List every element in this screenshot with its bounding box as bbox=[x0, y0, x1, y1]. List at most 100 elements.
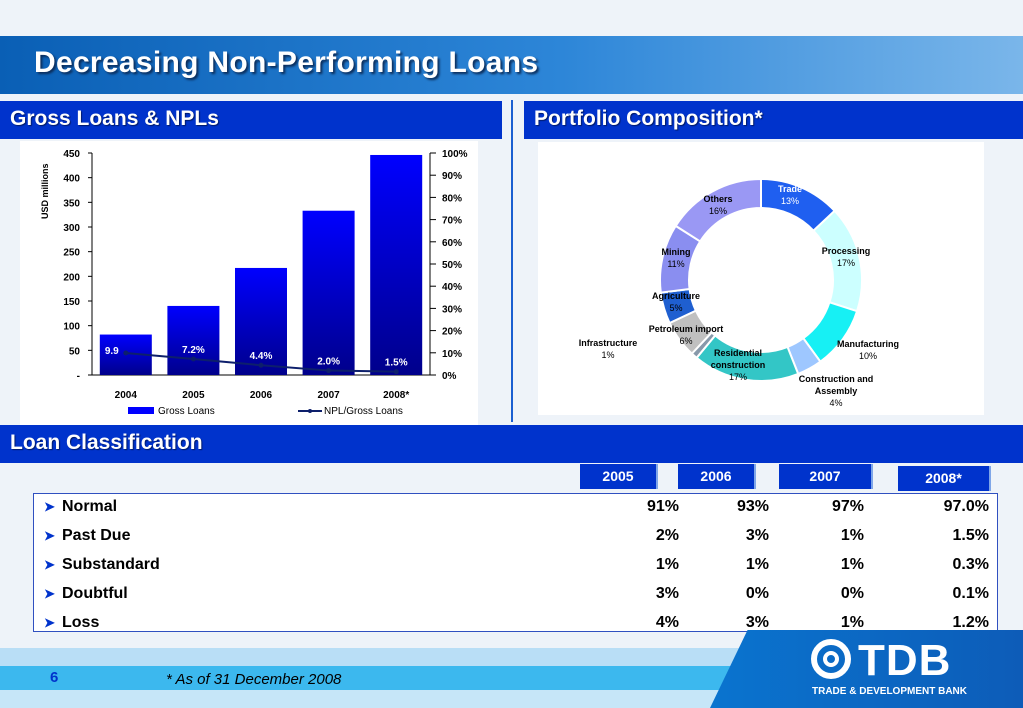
year-tab: 2008* bbox=[898, 466, 991, 491]
cell-value: 2% bbox=[655, 527, 679, 544]
slice-value: 11% bbox=[667, 259, 684, 269]
npl-point bbox=[190, 356, 196, 362]
slice-label: Residential construction bbox=[711, 348, 766, 370]
y2-tick-label: 20% bbox=[442, 327, 462, 338]
x-tick-label: 2005 bbox=[182, 390, 205, 401]
section-title: Portfolio Composition* bbox=[534, 107, 763, 130]
y2-tick-label: 80% bbox=[442, 193, 462, 204]
page-title: Decreasing Non-Performing Loans bbox=[34, 46, 539, 79]
table-row: ➤ Past Due 2% 3% 1% 1.5% bbox=[34, 523, 997, 552]
cell-value: 0% bbox=[745, 585, 769, 602]
footnote: * As of 31 December 2008 bbox=[166, 671, 342, 688]
cell-value: 1.2% bbox=[952, 614, 989, 631]
cell-value: 1% bbox=[655, 556, 679, 573]
section-header-gross-loans: Gross Loans & NPLs bbox=[0, 101, 502, 139]
table-row: ➤ Doubtful 3% 0% 0% 0.1% bbox=[34, 581, 997, 610]
cell-value: 0% bbox=[840, 585, 864, 602]
portfolio-chart-panel: Trade 13% Processing 17% Manufacturing 10% Con… bbox=[538, 142, 984, 415]
slice-label: Petroleum import bbox=[649, 324, 724, 334]
y-tick-label: 100 bbox=[63, 322, 80, 333]
row-label: Normal bbox=[62, 498, 118, 515]
y-tick-label: 250 bbox=[63, 248, 80, 259]
divider bbox=[511, 100, 513, 422]
portfolio-donut-chart: Trade 13% Processing 17% Manufacturing 10% Con… bbox=[579, 177, 899, 408]
gross-loans-chart-panel: - 50 100 150 200 250 300 350 400 450 0% 10% 20% 30% 40… bbox=[20, 141, 478, 425]
x-tick-label: 2008* bbox=[383, 390, 409, 401]
footer-logo-band bbox=[710, 630, 1023, 708]
y-tick-label: 50 bbox=[69, 346, 81, 357]
cell-value: 4% bbox=[655, 614, 679, 631]
cell-value: 91% bbox=[646, 498, 679, 515]
table-row: ➤ Normal 91% 93% 97% 97.0% bbox=[34, 494, 997, 523]
table-row: ➤ Substandard 1% 1% 1% 0.3% bbox=[34, 552, 997, 581]
logo-text: TDB bbox=[858, 636, 952, 685]
slice-label: Others bbox=[703, 194, 732, 204]
slice-value: 6% bbox=[679, 336, 692, 346]
cell-value: 0.1% bbox=[952, 585, 989, 602]
bar bbox=[167, 305, 220, 375]
cell-value: 1% bbox=[745, 556, 769, 573]
bullet-arrow-icon: ➤ bbox=[44, 499, 55, 514]
slice-label: Processing bbox=[822, 246, 871, 256]
cell-value: 97.0% bbox=[943, 498, 989, 515]
page-number: 6 bbox=[50, 669, 59, 686]
cell-value: 1% bbox=[840, 614, 864, 631]
section-header-loan-classification: Loan Classification bbox=[0, 425, 1023, 463]
table-row: ➤ Loss 4% 3% 1% 1.2% bbox=[34, 610, 997, 639]
y2-tick-label: 70% bbox=[442, 216, 462, 227]
bar bbox=[302, 210, 355, 375]
cell-value: 3% bbox=[745, 614, 769, 631]
row-label: Loss bbox=[62, 614, 100, 631]
cell-value: 97% bbox=[831, 498, 864, 515]
y-tick-label: - bbox=[77, 371, 80, 382]
x-tick-label: 2007 bbox=[317, 390, 340, 401]
y-tick-label: 400 bbox=[63, 174, 80, 185]
y2-tick-label: 100% bbox=[442, 149, 468, 160]
x-tick-label: 2006 bbox=[250, 390, 273, 401]
legend-marker bbox=[308, 409, 312, 413]
x-tick-label: 2004 bbox=[115, 390, 138, 401]
y-tick-label: 450 bbox=[63, 149, 80, 160]
y-axis-label: USD millions bbox=[40, 163, 50, 219]
y2-tick-label: 10% bbox=[442, 349, 462, 360]
slice-label: Trade bbox=[778, 184, 802, 194]
year-tab: 2007 bbox=[779, 464, 873, 489]
row-label: Past Due bbox=[62, 527, 131, 544]
slice-value: 17% bbox=[729, 372, 747, 382]
npl-label: 2.0% bbox=[317, 357, 340, 368]
slice-value: 5% bbox=[669, 303, 682, 313]
bar bbox=[370, 154, 423, 375]
y2-tick-label: 60% bbox=[442, 238, 462, 249]
npl-label: 7.2% bbox=[182, 345, 205, 356]
row-label: Doubtful bbox=[62, 585, 128, 602]
gross-loans-chart: - 50 100 150 200 250 300 350 400 450 0% 10% 20% 30% 40… bbox=[40, 149, 468, 417]
cell-value: 3% bbox=[745, 527, 769, 544]
slice-label: Infrastructure bbox=[579, 338, 638, 348]
slice-value: 13% bbox=[781, 196, 799, 206]
section-header-portfolio: Portfolio Composition* bbox=[524, 101, 1023, 139]
y-tick-label: 300 bbox=[63, 223, 80, 234]
npl-label: 4.4% bbox=[250, 351, 273, 362]
tdb-emblem-icon bbox=[811, 639, 851, 679]
y-tick-label: 150 bbox=[63, 297, 80, 308]
logo-subtitle: TRADE & DEVELOPMENT BANK bbox=[812, 686, 968, 697]
npl-point bbox=[393, 369, 399, 375]
slice-value: 10% bbox=[859, 351, 877, 361]
title-bar: Decreasing Non-Performing Loans bbox=[0, 36, 1023, 94]
donut-slice bbox=[695, 334, 800, 382]
cell-value: 1% bbox=[840, 527, 864, 544]
cell-value: 1% bbox=[840, 556, 864, 573]
cell-value: 1.5% bbox=[952, 527, 989, 544]
year-tab: 2006 bbox=[678, 464, 756, 489]
slice-label: Agriculture bbox=[652, 291, 700, 301]
y2-tick-label: 50% bbox=[442, 260, 462, 271]
y2-tick-label: 40% bbox=[442, 282, 462, 293]
row-label: Substandard bbox=[62, 556, 160, 573]
slice-value: 17% bbox=[837, 258, 855, 268]
npl-label: 9.9 bbox=[105, 346, 119, 357]
slice-value: 16% bbox=[709, 206, 727, 216]
donut-slice bbox=[674, 177, 762, 243]
loan-classification-table: ➤ Normal 91% 93% 97% 97.0% ➤ Past Due 2% 3% 1% 1.5%… bbox=[33, 493, 998, 632]
cell-value: 3% bbox=[655, 585, 679, 602]
y2-tick-label: 30% bbox=[442, 304, 462, 315]
